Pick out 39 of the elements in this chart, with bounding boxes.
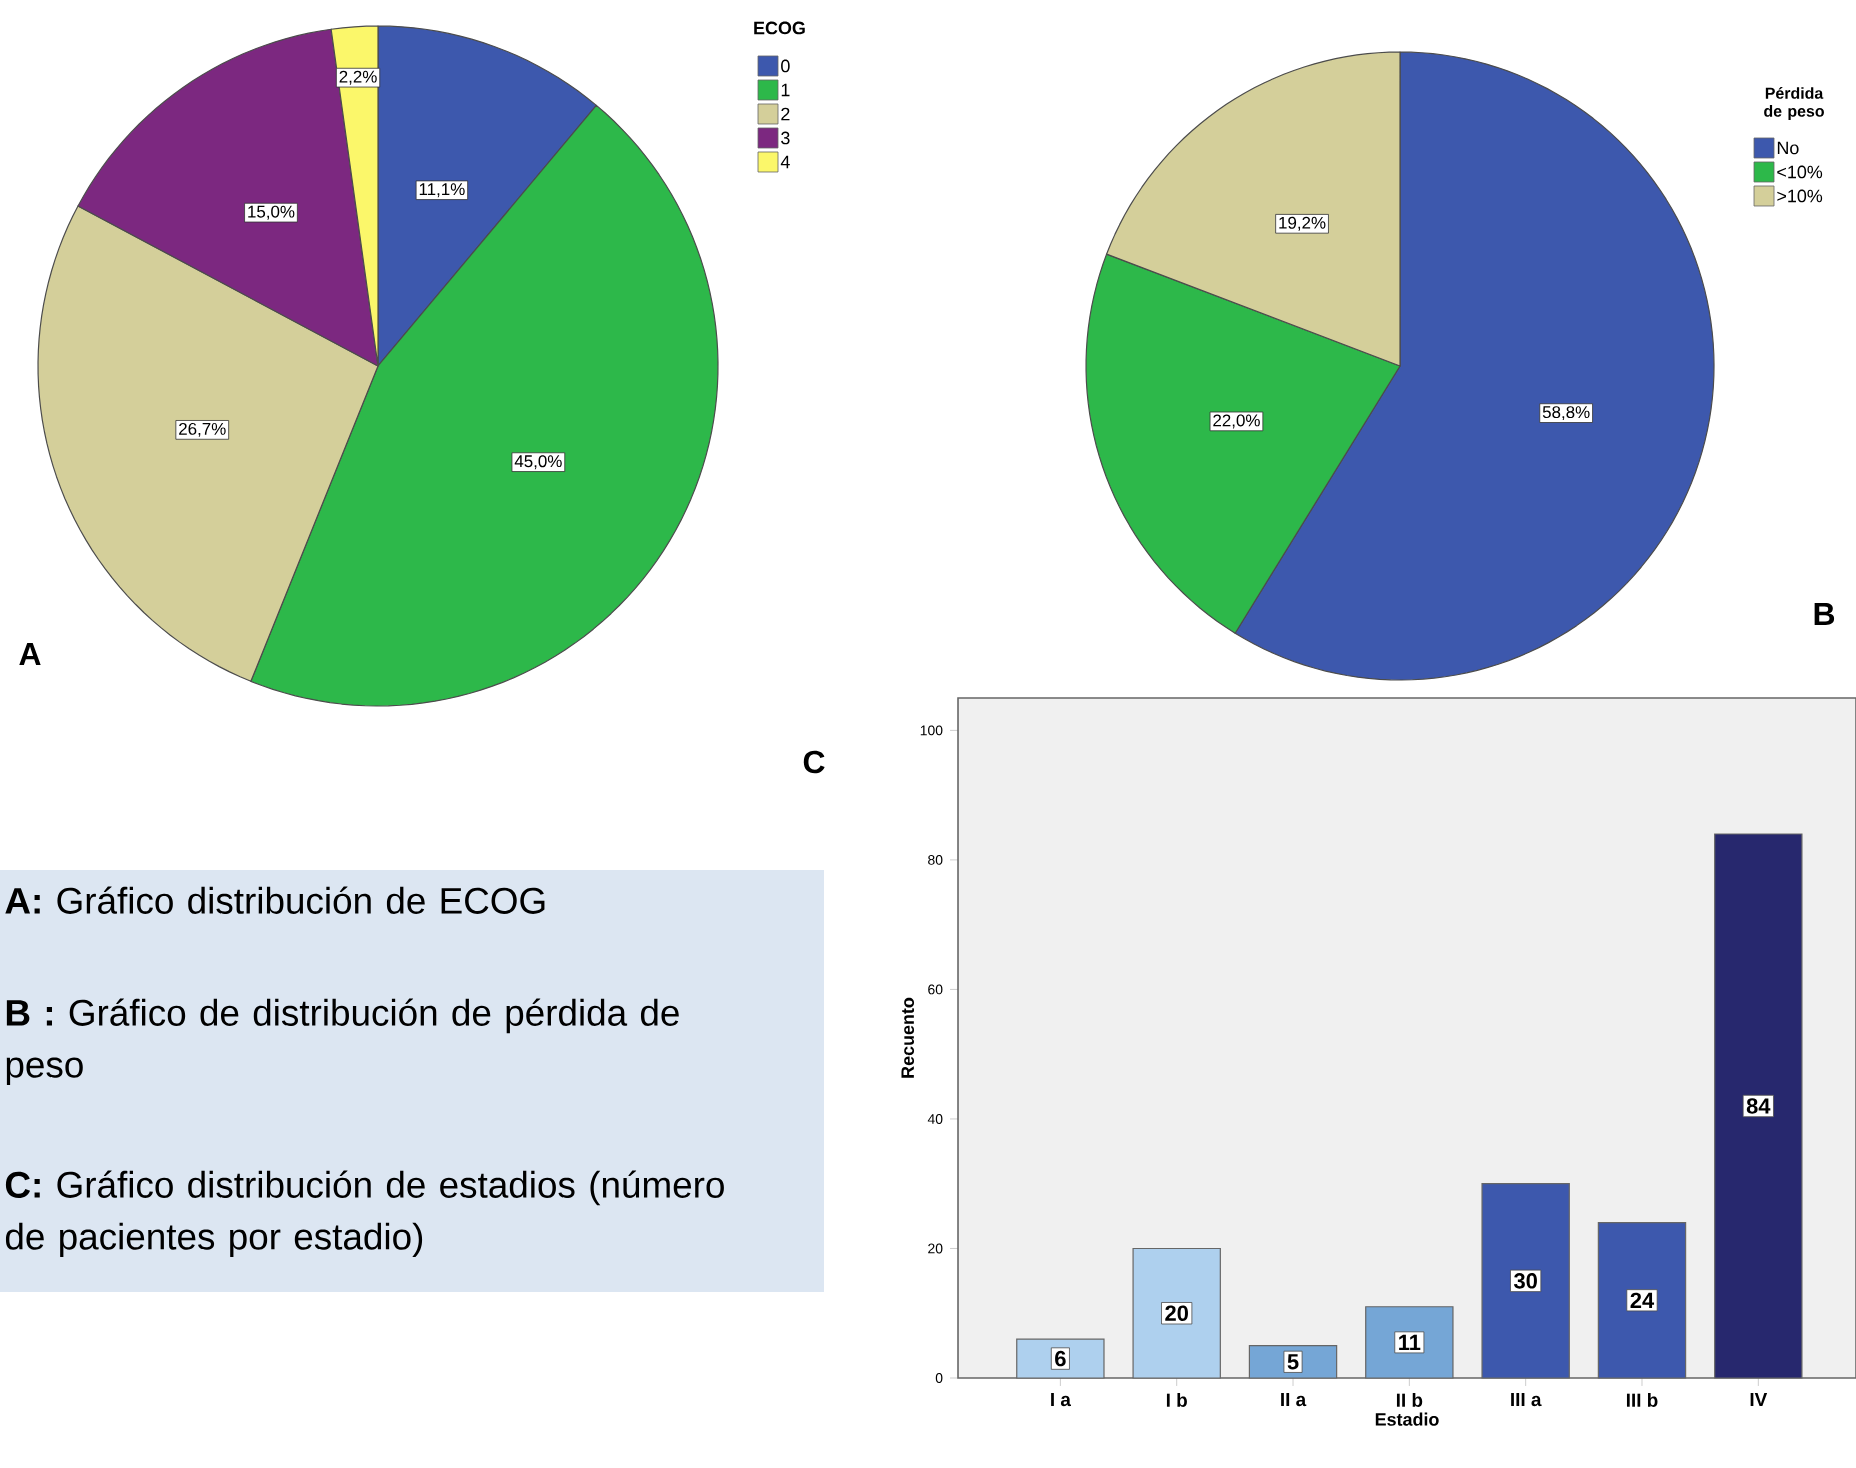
data-label: 5 (1287, 1354, 1299, 1370)
legend-label: 4 (780, 155, 790, 169)
data-label: 2,2% (339, 70, 377, 85)
legend-label: 0 (781, 59, 790, 73)
legend-label: >10% (1777, 189, 1823, 203)
data-label: 11,1% (419, 183, 465, 198)
x-tick-label: III b (1626, 1393, 1658, 1407)
data-label: 11 (1399, 1334, 1421, 1350)
text: A (19, 643, 41, 665)
data-label: 58,8% (1542, 406, 1590, 421)
legend-label: <10% (1777, 165, 1823, 179)
y-axis-title: Recuento (901, 997, 915, 1078)
data-label: 45,0% (514, 455, 562, 470)
data-label: 20 (1165, 1305, 1188, 1321)
data-label: 30 (1513, 1273, 1537, 1289)
legend-label: 2 (781, 107, 790, 121)
data-label: 19,2% (1279, 216, 1326, 231)
data-label: 84 (1746, 1098, 1771, 1114)
legend-label: No (1777, 141, 1799, 155)
legend-label: 3 (781, 131, 790, 145)
data-label: 24 (1630, 1292, 1655, 1308)
data-label: 22,0% (1213, 414, 1260, 429)
x-tick-label: I a (1051, 1393, 1072, 1407)
data-label: 26,7% (179, 422, 226, 437)
legend-title: ECOG (754, 21, 805, 35)
data-label: 6 (1055, 1350, 1066, 1367)
x-tick-label: IV (1750, 1393, 1768, 1407)
x-tick-label: II b (1396, 1393, 1423, 1407)
data-label: 15,0% (248, 205, 295, 220)
text: C (803, 750, 825, 774)
x-tick-label: III a (1511, 1393, 1542, 1407)
text: A: Gráfico distribución de ECOG (5, 886, 545, 914)
text: B : Gráfico de distribución de pérdida de peso (6, 998, 679, 1085)
text: C: Gráfico distribución de estadios (número de pacientes por estadio) (5, 1170, 724, 1257)
x-axis-title: Estadio (1375, 1412, 1439, 1426)
text: B (1814, 603, 1835, 625)
x-tick-label: I b (1166, 1393, 1187, 1407)
legend-label: 1 (781, 83, 790, 97)
x-tick-label: II a (1281, 1393, 1307, 1407)
